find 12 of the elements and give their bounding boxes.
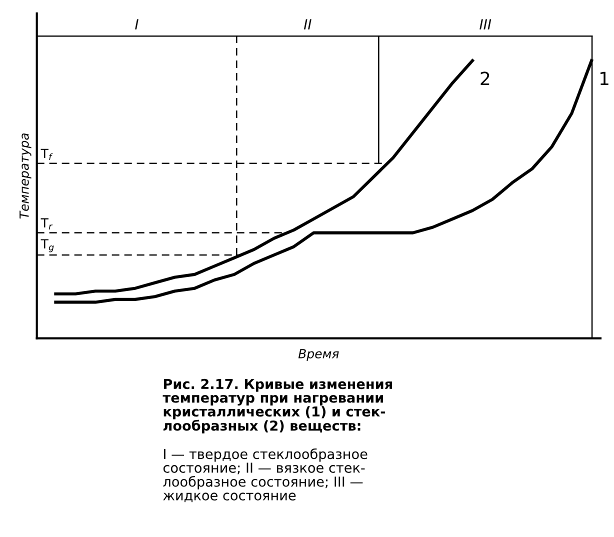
x-axis-title: Время [298,349,339,361]
text: I — твердое стеклообразное состояние; II — вязкое стек- лообразное состояние; III — жидкое состояние [163,448,368,502]
text: Рис. 2.17. Кривые изменения температур при нагревании кристаллических (1) и стек- лообразных (2) веществ: [162,378,392,434]
text: II [304,19,312,30]
y-axis-title: Температура [20,133,32,219]
series-label: 2 [480,72,490,86]
text: I [135,19,138,30]
ref-line-label: T$_{f}$ [40,148,53,160]
text: III [480,19,492,30]
ref-line-label: T$_{g}$ [40,239,54,252]
ref-line-label: T$_{r}$ [40,218,53,230]
series-label: 1 [600,72,608,86]
